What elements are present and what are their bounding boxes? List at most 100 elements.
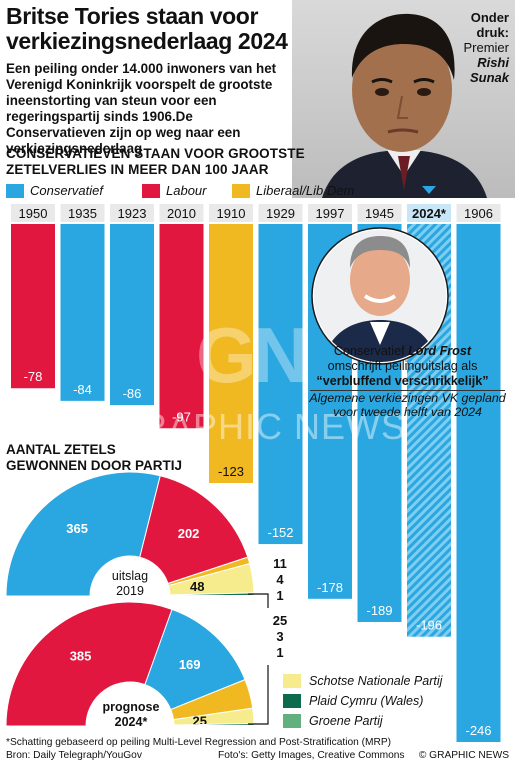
bar-year-label-1923: 1923 <box>118 206 147 221</box>
quote-divider <box>310 390 505 391</box>
bar-year-bg-1910 <box>209 204 253 222</box>
donut-2024-label-1: prognose <box>102 700 160 714</box>
bar-value-label-1923: -86 <box>123 386 142 401</box>
legend-label-green: Groene Partij <box>309 714 383 728</box>
donut-2019-slice-green <box>169 594 255 597</box>
bar-year-bg-1923 <box>110 204 154 222</box>
bar-year-label-2024: 2024* <box>412 206 447 221</box>
caption-name-1: Rishi <box>477 55 509 70</box>
bar-year-bg-1997 <box>308 204 352 222</box>
legend-label-labour: Labour <box>166 183 207 198</box>
donut-2024-side-label-0: 25 <box>273 613 287 628</box>
caption-role: Premier <box>463 40 509 55</box>
bar-year-label-1945: 1945 <box>365 206 394 221</box>
quote-name: Lord Frost <box>408 344 472 358</box>
quote-line-3: “verbluffend verschrikkelijk” <box>316 374 489 388</box>
legend-swatch-labour <box>142 183 160 198</box>
donut-2024-value-labour: 385 <box>70 649 92 664</box>
caption-label-1: Onder <box>470 10 509 25</box>
donut-2024-label: prognose 2024* <box>96 700 166 730</box>
donut-2024-value-conservative: 169 <box>179 657 201 672</box>
legend-label-snp: Schotse Nationale Partij <box>309 674 443 688</box>
intro-text: Een peiling onder 14.000 inwoners van he… <box>6 61 277 156</box>
bar-2010 <box>159 224 204 429</box>
sunak-portrait <box>292 0 515 198</box>
legend-swatch-green <box>283 714 301 728</box>
bar-1929 <box>258 224 303 545</box>
legend-green: Groene Partij <box>283 714 383 728</box>
footer-note: *Schatting gebaseerd op peiling Multi-Le… <box>6 737 392 748</box>
donut-2024-label-2: 2024* <box>114 715 148 729</box>
donut-2019-side-label-0: 11 <box>273 556 287 571</box>
donut-2024-slice-labour <box>5 601 173 727</box>
donut-2019-side-label-2: 1 <box>276 588 283 603</box>
party-legend: Conservatief Labour Liberaal/Lib Dem <box>6 183 406 201</box>
bar-value-label-2024: -196 <box>416 618 442 633</box>
bar-value-label-1950: -78 <box>24 369 43 384</box>
legend-label-libdem: Liberaal/Lib Dem <box>256 183 355 198</box>
legend-swatch-libdem <box>232 183 250 198</box>
donut-2019-label-1: uitslag <box>111 569 149 583</box>
footer-copyright: © GRAPHIC NEWS <box>418 750 509 761</box>
donut-2024-slice-conservative <box>144 608 246 711</box>
highlight-marker-icon <box>422 186 436 194</box>
donut-2019-slice-conservative <box>5 471 161 597</box>
legend-labour: Labour <box>142 183 206 198</box>
legend-swatch-conservative <box>6 183 24 198</box>
legend-libdem: Liberaal/Lib Dem <box>232 183 354 198</box>
bar-year-bg-1945 <box>357 204 402 222</box>
legend-swatch-snp <box>283 674 301 688</box>
quote-line-1: Conservatief Lord Frost <box>300 344 505 359</box>
bar-year-label-1935: 1935 <box>68 206 97 221</box>
bar-year-bg-2024 <box>407 204 451 222</box>
bar-year-bg-1935 <box>60 204 105 222</box>
caption-name-2: Sunak <box>469 70 509 85</box>
bar-value-label-1997: -178 <box>317 580 343 595</box>
donut-2024-side-label-2: 1 <box>276 645 283 660</box>
legend-label-plaid: Plaid Cymru (Wales) <box>309 694 424 708</box>
legend-plaid: Plaid Cymru (Wales) <box>283 694 423 708</box>
donut-2019-slice-labour <box>139 475 249 585</box>
legend-swatch-plaid <box>283 694 301 708</box>
donut-2024-side-label-1: 3 <box>276 629 283 644</box>
bar-year-label-1929: 1929 <box>266 206 295 221</box>
bar-year-label-1950: 1950 <box>19 206 48 221</box>
footer-source: Bron: Daily Telegraph/YouGov <box>6 750 142 761</box>
frost-portrait <box>311 227 449 365</box>
bar-year-bg-1906 <box>456 204 501 222</box>
legend-label-conservative: Conservatief <box>30 183 103 198</box>
bar-year-bg-1950 <box>11 204 55 222</box>
election-note: Algemene verkiezingen VK gepland voor tw… <box>309 391 506 419</box>
donut-2019-value-conservative: 365 <box>66 521 88 536</box>
bar-value-label-1910: -123 <box>218 464 244 479</box>
quote-line-2: omschrijft peilinguitslag als <box>327 359 478 373</box>
bar-chart-title: CONSERVATIEVEN STAAN VOOR GROOTSTE ZETEL… <box>6 146 305 177</box>
portrait-caption: Onder druk: Premier Rishi Sunak <box>463 10 509 85</box>
seats-title: AANTAL ZETELS GEWONNEN DOOR PARTIJ <box>6 442 183 473</box>
bar-1923 <box>110 224 154 406</box>
bar-year-label-1906: 1906 <box>464 206 493 221</box>
footer-photo-credit: Foto's: Getty Images, Creative Commons <box>218 750 405 761</box>
bar-1935 <box>60 224 105 401</box>
bar-value-label-1929: -152 <box>267 525 293 540</box>
donut-2019-leader-line <box>248 593 269 608</box>
donut-2019-value-labour: 202 <box>178 526 200 541</box>
bar-value-label-1945: -189 <box>366 603 392 618</box>
caption-label-2: druk: <box>476 25 510 40</box>
bar-year-label-2010: 2010 <box>167 206 196 221</box>
legend-conservative: Conservatief <box>6 183 103 198</box>
frost-quote: Conservatief Lord Frost omschrijft peili… <box>300 344 505 389</box>
donut-2019-label: uitslag 2019 <box>100 569 160 599</box>
bar-value-label-1906: -246 <box>465 723 491 738</box>
bar-value-label-1935: -84 <box>73 382 92 397</box>
bar-year-label-1997: 1997 <box>316 206 345 221</box>
bar-1906 <box>456 224 501 742</box>
bar-year-bg-2010 <box>159 204 204 222</box>
bar-1910 <box>209 224 253 483</box>
donut-2019-side-label-1: 4 <box>276 572 284 587</box>
bar-year-label-1910: 1910 <box>217 206 246 221</box>
donut-2024-leader-line <box>248 665 269 725</box>
donut-2019-label-2: 2019 <box>116 584 144 598</box>
legend-snp: Schotse Nationale Partij <box>283 674 442 688</box>
